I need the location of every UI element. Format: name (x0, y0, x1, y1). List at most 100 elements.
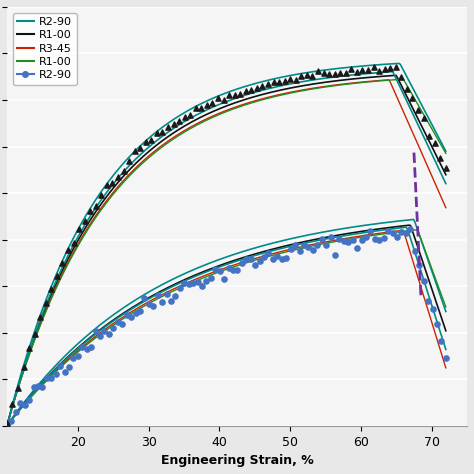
Point (393, 233, 401, 240)
Point (296, 247, 303, 255)
Point (242, 88, 250, 95)
Point (325, 70, 333, 78)
Point (64, 246, 72, 254)
Point (123, 311, 130, 319)
Point (292, 242, 299, 249)
Point (207, 274, 215, 282)
Point (109, 324, 117, 331)
Point (286, 75, 294, 83)
Point (278, 255, 286, 263)
Point (398, 73, 405, 81)
Point (225, 91, 233, 99)
Point (281, 77, 289, 85)
Point (30, 383, 37, 391)
Point (300, 241, 308, 249)
Point (433, 320, 441, 328)
Point (407, 225, 414, 232)
Point (198, 282, 206, 290)
Point (259, 82, 266, 90)
Point (220, 275, 228, 283)
Point (98, 191, 105, 199)
Point (318, 235, 326, 243)
Point (9, 400, 16, 408)
Point (103, 182, 111, 189)
Point (313, 241, 321, 249)
Point (65, 363, 73, 371)
Point (34, 383, 42, 390)
Point (415, 261, 423, 269)
Point (353, 245, 361, 252)
Point (100, 327, 108, 335)
Point (342, 69, 350, 76)
Point (132, 309, 139, 316)
Point (375, 236, 383, 244)
Point (20, 363, 27, 371)
Point (8, 417, 15, 425)
Point (92, 202, 100, 210)
Point (120, 167, 128, 174)
Point (234, 266, 241, 273)
Point (163, 290, 170, 298)
Point (370, 64, 377, 71)
Point (31, 330, 38, 338)
Point (186, 111, 194, 118)
Point (175, 118, 183, 125)
Point (170, 120, 177, 128)
Point (203, 277, 210, 284)
Point (92, 328, 100, 335)
Point (353, 68, 361, 75)
Point (158, 299, 166, 306)
Point (176, 284, 183, 292)
Point (137, 145, 144, 152)
Point (264, 250, 272, 257)
Point (214, 94, 222, 102)
Point (392, 63, 400, 71)
Point (231, 91, 238, 99)
Point (81, 217, 89, 225)
Point (425, 132, 433, 140)
Point (25, 396, 33, 404)
Point (358, 236, 365, 244)
Point (181, 113, 189, 120)
Point (225, 264, 232, 272)
Point (159, 128, 166, 136)
Point (309, 246, 317, 254)
Point (367, 228, 374, 235)
Point (167, 297, 175, 305)
Point (194, 278, 201, 286)
Point (298, 73, 305, 80)
Point (198, 104, 205, 111)
Point (47, 374, 55, 382)
Point (70, 239, 77, 247)
Point (153, 129, 161, 137)
Point (185, 280, 192, 288)
Point (359, 66, 366, 74)
Point (36, 313, 44, 321)
Point (247, 255, 255, 262)
Point (331, 251, 339, 259)
Point (375, 67, 383, 75)
Point (238, 259, 246, 266)
Point (275, 78, 283, 86)
Point (273, 253, 281, 260)
Point (409, 94, 416, 102)
Point (87, 344, 95, 351)
Point (362, 233, 370, 241)
Point (303, 72, 311, 79)
Point (251, 261, 259, 269)
Point (75, 225, 83, 233)
Point (269, 255, 277, 263)
Point (414, 107, 422, 114)
Point (52, 370, 60, 377)
Point (292, 76, 300, 83)
Point (420, 277, 428, 284)
Point (264, 80, 272, 88)
Point (114, 318, 121, 326)
Point (79, 343, 86, 351)
Point (59, 259, 66, 267)
Point (229, 266, 237, 273)
Point (96, 332, 104, 339)
Point (431, 140, 438, 147)
Point (442, 164, 450, 172)
Point (154, 292, 162, 299)
